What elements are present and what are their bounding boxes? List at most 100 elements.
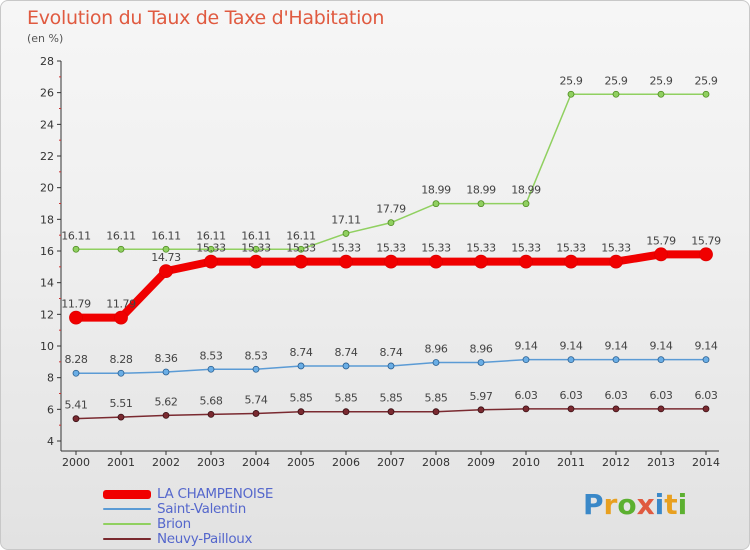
logo-letter: i bbox=[654, 488, 665, 521]
data-label-saint-valentin: 8.36 bbox=[155, 352, 178, 365]
x-tick-label: 2013 bbox=[647, 456, 675, 469]
data-label-neuvy-pailloux: 5.68 bbox=[200, 394, 223, 407]
data-point-brion bbox=[477, 200, 485, 208]
data-point-saint-valentin bbox=[162, 368, 170, 376]
y-tick-label: 28 bbox=[40, 55, 54, 68]
data-label-saint-valentin: 8.96 bbox=[470, 342, 493, 355]
data-label-brion: 18.99 bbox=[421, 184, 451, 197]
data-label-neuvy-pailloux: 5.74 bbox=[245, 393, 268, 406]
x-tick-label: 2008 bbox=[422, 456, 450, 469]
y-tick-label: 20 bbox=[40, 182, 54, 195]
data-point-neuvy-pailloux bbox=[477, 406, 485, 414]
data-point-saint-valentin bbox=[207, 365, 215, 373]
data-point-brion bbox=[612, 90, 620, 98]
data-point-la-champenoise bbox=[609, 254, 623, 269]
data-label-brion: 25.9 bbox=[605, 74, 628, 87]
data-label-brion: 25.9 bbox=[650, 74, 673, 87]
data-point-brion bbox=[567, 90, 575, 98]
x-tick-label: 2004 bbox=[242, 456, 270, 469]
data-label-saint-valentin: 8.53 bbox=[245, 349, 268, 362]
data-point-neuvy-pailloux bbox=[612, 405, 620, 413]
y-tick-label: 22 bbox=[40, 150, 54, 163]
x-tick-label: 2000 bbox=[62, 456, 90, 469]
y-tick-label: 12 bbox=[40, 308, 54, 321]
data-label-saint-valentin: 8.74 bbox=[335, 346, 358, 359]
data-label-neuvy-pailloux: 5.85 bbox=[290, 392, 313, 405]
data-label-brion: 16.11 bbox=[106, 229, 136, 242]
legend-label: LA CHAMPENOISE bbox=[157, 486, 274, 502]
data-point-la-champenoise bbox=[204, 254, 218, 269]
legend-item-neuvy-pailloux: Neuvy-Pailloux bbox=[103, 531, 253, 547]
data-point-saint-valentin bbox=[702, 356, 710, 364]
data-point-la-champenoise bbox=[654, 247, 668, 262]
chart-title: Evolution du Taux de Taxe d'Habitation bbox=[27, 7, 385, 29]
logo-letter: t bbox=[664, 488, 678, 521]
data-label-la-champenoise: 15.33 bbox=[511, 242, 541, 255]
legend-label: Brion bbox=[157, 516, 191, 532]
data-point-brion bbox=[297, 245, 305, 253]
y-tick-label: 4 bbox=[47, 435, 54, 448]
data-point-brion bbox=[117, 245, 125, 253]
legend-item-la-champenoise: LA CHAMPENOISE bbox=[103, 486, 274, 502]
data-label-la-champenoise: 15.33 bbox=[466, 242, 496, 255]
data-point-saint-valentin bbox=[252, 365, 260, 373]
data-point-brion bbox=[432, 200, 440, 208]
data-point-la-champenoise bbox=[699, 247, 713, 262]
data-label-neuvy-pailloux: 6.03 bbox=[605, 389, 628, 402]
data-label-saint-valentin: 9.14 bbox=[695, 340, 718, 353]
data-point-brion bbox=[522, 200, 530, 208]
y-tick-label: 6 bbox=[47, 403, 54, 416]
logo-letter: x bbox=[636, 488, 655, 521]
data-point-neuvy-pailloux bbox=[252, 410, 260, 417]
data-label-la-champenoise: 15.33 bbox=[331, 242, 361, 255]
proxiti-logo: Proxiti bbox=[583, 488, 687, 521]
data-label-neuvy-pailloux: 6.03 bbox=[560, 389, 583, 402]
y-tick-label: 18 bbox=[40, 213, 54, 226]
data-point-la-champenoise bbox=[384, 254, 398, 269]
data-label-la-champenoise: 15.79 bbox=[691, 234, 721, 247]
logo-letter: P bbox=[583, 488, 604, 521]
data-point-saint-valentin bbox=[522, 356, 530, 364]
x-tick-label: 2010 bbox=[512, 456, 540, 469]
data-point-brion bbox=[72, 245, 80, 253]
data-label-saint-valentin: 8.28 bbox=[65, 353, 88, 366]
data-point-saint-valentin bbox=[612, 356, 620, 364]
x-tick-label: 2012 bbox=[602, 456, 630, 469]
data-point-neuvy-pailloux bbox=[567, 405, 575, 413]
data-label-saint-valentin: 8.28 bbox=[110, 353, 133, 366]
data-label-neuvy-pailloux: 5.85 bbox=[335, 392, 358, 405]
y-tick-label: 14 bbox=[40, 277, 54, 290]
logo-letter: o bbox=[617, 488, 637, 521]
data-point-brion bbox=[342, 230, 350, 237]
x-tick-label: 2003 bbox=[197, 456, 225, 469]
data-label-la-champenoise: 15.79 bbox=[646, 234, 676, 247]
data-label-saint-valentin: 9.14 bbox=[605, 340, 628, 353]
data-point-la-champenoise bbox=[294, 254, 308, 269]
data-label-brion: 18.99 bbox=[466, 184, 496, 197]
data-label-la-champenoise: 11.79 bbox=[61, 298, 91, 311]
data-point-la-champenoise bbox=[564, 254, 578, 269]
x-tick-label: 2007 bbox=[377, 456, 405, 469]
data-label-saint-valentin: 8.74 bbox=[380, 346, 403, 359]
data-label-la-champenoise: 15.33 bbox=[601, 242, 631, 255]
data-point-saint-valentin bbox=[72, 369, 80, 377]
x-tick-label: 2011 bbox=[557, 456, 585, 469]
data-point-neuvy-pailloux bbox=[522, 405, 530, 413]
data-label-saint-valentin: 8.53 bbox=[200, 349, 223, 362]
data-point-brion bbox=[702, 90, 710, 98]
data-point-saint-valentin bbox=[297, 362, 305, 370]
data-label-la-champenoise: 15.33 bbox=[196, 242, 226, 255]
data-point-brion bbox=[207, 245, 215, 253]
y-tick-label: 10 bbox=[40, 340, 54, 353]
data-label-brion: 18.99 bbox=[511, 184, 541, 197]
data-label-saint-valentin: 9.14 bbox=[650, 340, 673, 353]
data-label-brion: 25.9 bbox=[695, 74, 718, 87]
data-label-neuvy-pailloux: 6.03 bbox=[650, 389, 673, 402]
legend-swatch bbox=[103, 523, 151, 525]
data-point-neuvy-pailloux bbox=[387, 408, 395, 416]
data-point-la-champenoise bbox=[429, 254, 443, 269]
data-label-saint-valentin: 9.14 bbox=[515, 340, 538, 353]
data-label-brion: 17.11 bbox=[331, 213, 361, 226]
